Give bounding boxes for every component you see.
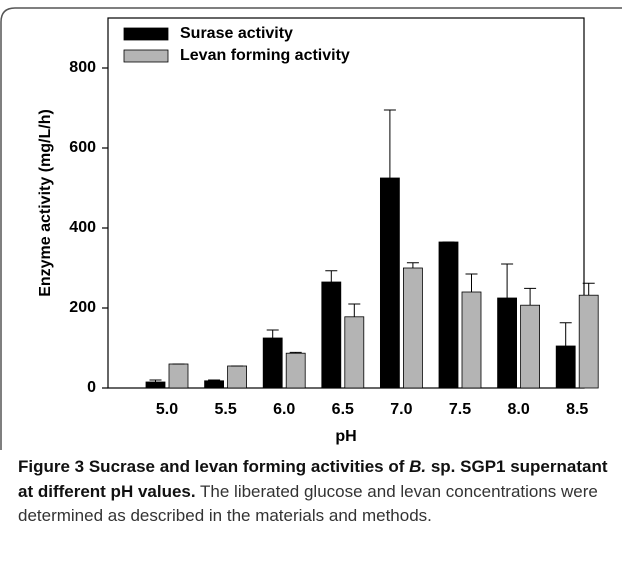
bar — [461, 291, 482, 389]
bar — [497, 297, 518, 389]
error-bar — [149, 379, 162, 382]
bar — [555, 345, 576, 389]
x-tick-label: 6.5 — [332, 401, 354, 418]
error-bar — [559, 322, 572, 346]
x-tick-label: 7.5 — [449, 401, 471, 418]
legend-swatch — [123, 27, 169, 41]
chart: pH Enzyme activity (mg/L/h) 0 200 400 600 80… — [0, 7, 622, 450]
y-axis-label: Enzyme activity (mg/L/h) — [37, 109, 54, 297]
error-bar — [348, 303, 361, 317]
caption-title: Figure 3 Sucrase and levan forming activ… — [18, 457, 608, 501]
y-tick-label: 600 — [69, 139, 96, 156]
bar — [520, 304, 540, 389]
x-tick-label: 7.0 — [390, 401, 412, 418]
bar — [379, 177, 400, 389]
bar — [402, 267, 423, 389]
x-tick-label: 5.5 — [214, 401, 236, 418]
caption-italic: B. — [409, 457, 427, 476]
y-tick-label: 400 — [69, 219, 96, 236]
bar — [262, 337, 283, 389]
error-bar — [582, 282, 595, 296]
bar — [168, 363, 189, 389]
bar — [578, 294, 599, 389]
error-bar — [406, 262, 419, 268]
x-tick-label: 8.0 — [507, 401, 529, 418]
bar — [145, 381, 166, 389]
x-tick-label: 6.0 — [273, 401, 295, 418]
legend-label: Levan forming activity — [180, 47, 350, 64]
error-bar — [524, 287, 537, 306]
x-tick-label: 5.0 — [156, 401, 178, 418]
y-tick-label: 800 — [69, 59, 96, 76]
error-bar — [501, 263, 514, 298]
caption-bold: sp. SGP1 supernatant at different pH val… — [18, 457, 608, 501]
error-bar — [465, 273, 478, 292]
error-bar — [383, 109, 396, 178]
bar — [438, 241, 459, 389]
bar — [321, 281, 342, 389]
bar — [227, 365, 248, 389]
bar — [285, 352, 306, 389]
caption: Figure 3 Sucrase and levan forming activ… — [18, 455, 614, 529]
error-bar — [208, 379, 221, 381]
bar — [344, 316, 365, 389]
error-bar — [266, 329, 279, 338]
y-tick-label: 200 — [69, 299, 96, 316]
legend-swatch — [123, 49, 169, 63]
x-axis-label: pH — [335, 428, 356, 445]
error-bar — [289, 351, 302, 354]
error-bar — [325, 270, 338, 282]
x-tick-label: 8.5 — [566, 401, 588, 418]
y-tick-label: 0 — [87, 379, 96, 396]
legend-label: Surase activity — [180, 25, 293, 42]
caption-bold: Figure 3 Sucrase and levan forming activ… — [18, 457, 410, 476]
frame — [0, 7, 622, 450]
caption-text: The liberated glucose and levan concentr… — [18, 481, 598, 526]
bar — [204, 380, 225, 389]
